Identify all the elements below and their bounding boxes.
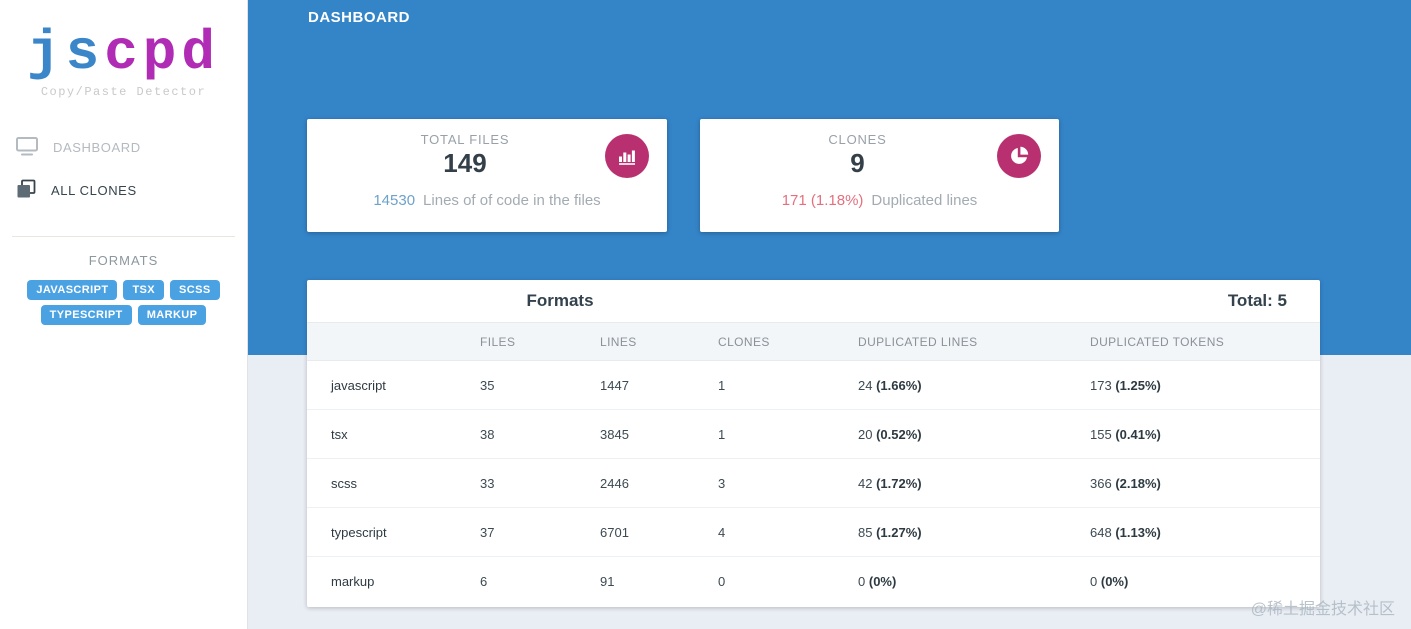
column-header-clones: CLONES <box>718 334 770 349</box>
duplicated-lines-cell: 42 (1.72%) <box>858 475 922 491</box>
lines-cell: 91 <box>600 574 615 589</box>
main-content: DASHBOARD TOTAL FILES 149 14530 Lines of … <box>248 0 1411 629</box>
format-name: typescript <box>331 524 387 540</box>
files-cell: 37 <box>480 524 495 540</box>
table-row-javascript: javascript 35 1447 1 24 (1.66%) 173 (1.2… <box>307 361 1320 410</box>
duplicated-tokens-cell: 173 (1.25%) <box>1090 377 1161 393</box>
monitor-icon <box>16 136 38 159</box>
sidebar-item-dashboard[interactable]: DASHBOARD <box>0 127 247 169</box>
sidebar-item-label: ALL CLONES <box>51 182 137 198</box>
lines-cell: 6701 <box>600 524 629 540</box>
table-column-headers: FILES LINES CLONES DUPLICATED LINES DUPL… <box>307 322 1320 361</box>
table-row-tsx: tsx 38 3845 1 20 (0.52%) 155 (0.41%) <box>307 410 1320 459</box>
clones-cell: 0 <box>718 574 726 589</box>
column-header-duplicated-tokens: DUPLICATED TOKENS <box>1090 334 1225 349</box>
footer-text: Lines of of code in the files <box>423 192 601 209</box>
total-lines-value: 14530 <box>373 192 416 209</box>
format-badges: JAVASCRIPT TSX SCSS TYPESCRIPT MARKUP <box>0 279 247 325</box>
column-header-files: FILES <box>480 334 516 349</box>
logo-text-blue: js <box>26 21 105 85</box>
duplicated-lines-cell: 0 (0%) <box>858 574 897 589</box>
logo-text-magenta: cpd <box>104 21 221 85</box>
sidebar-nav: DASHBOARD ALL CLONES <box>0 127 247 212</box>
format-name: javascript <box>331 377 386 393</box>
bar-chart-icon <box>605 133 649 178</box>
duplicated-lines-cell: 85 (1.27%) <box>858 524 922 540</box>
duplicated-lines-cell: 24 (1.66%) <box>858 377 922 393</box>
page-title: DASHBOARD <box>308 9 410 26</box>
files-cell: 38 <box>480 426 495 442</box>
sidebar-item-label: DASHBOARD <box>53 140 141 156</box>
lines-cell: 2446 <box>600 475 629 491</box>
stat-title: TOTAL FILES <box>420 132 510 147</box>
badge-markup[interactable]: MARKUP <box>137 304 207 325</box>
table-title: Formats <box>526 291 594 310</box>
duplicated-lines-value: 171 (1.18%) <box>781 192 864 209</box>
table-total: Total: 5 <box>1227 291 1287 310</box>
duplicated-tokens-cell: 648 (1.13%) <box>1090 524 1161 540</box>
stat-value: 149 <box>443 148 487 178</box>
duplicated-lines-cell: 20 (0.52%) <box>858 426 922 442</box>
badge-javascript[interactable]: JAVASCRIPT <box>27 279 118 300</box>
format-name: tsx <box>331 426 348 442</box>
table-header: Formats Total: 5 <box>307 280 1320 322</box>
badge-scss[interactable]: SCSS <box>170 279 220 300</box>
badge-tsx[interactable]: TSX <box>123 279 165 300</box>
stat-value: 9 <box>850 148 865 178</box>
sidebar: jscpd Copy/Paste Detector DASHBOARD ALL … <box>0 0 248 629</box>
pie-chart-icon <box>997 133 1041 178</box>
badge-typescript[interactable]: TYPESCRIPT <box>40 304 132 325</box>
clones-cell: 1 <box>718 426 726 442</box>
sidebar-item-all-clones[interactable]: ALL CLONES <box>0 169 247 212</box>
format-name: markup <box>331 574 375 589</box>
duplicated-tokens-cell: 366 (2.18%) <box>1090 475 1161 491</box>
format-name: scss <box>331 475 357 491</box>
total-files-card: TOTAL FILES 149 14530 Lines of of code in… <box>307 119 667 232</box>
lines-cell: 3845 <box>600 426 629 442</box>
footer-text: Duplicated lines <box>871 192 978 209</box>
duplicated-tokens-cell: 0 (0%) <box>1090 574 1129 589</box>
logo-subtitle: Copy/Paste Detector <box>40 84 207 99</box>
column-header-lines: LINES <box>600 334 637 349</box>
clones-card: CLONES 9 171 (1.18%) Duplicated lines <box>700 119 1059 232</box>
formats-heading: FORMATS <box>88 252 159 268</box>
sidebar-divider <box>12 235 235 237</box>
table-row-typescript: typescript 37 6701 4 85 (1.27%) 648 (1.1… <box>307 508 1320 557</box>
table-row-scss: scss 33 2446 3 42 (1.72%) 366 (2.18%) <box>307 459 1320 508</box>
lines-cell: 1447 <box>600 377 629 393</box>
files-cell: 6 <box>480 574 488 589</box>
jscpd-logo[interactable]: jscpd <box>0 24 247 83</box>
clones-cell: 4 <box>718 524 726 540</box>
table-row-markup: markup 6 91 0 0 (0%) 0 (0%) <box>307 557 1320 606</box>
duplicated-tokens-cell: 155 (0.41%) <box>1090 426 1161 442</box>
files-cell: 35 <box>480 377 495 393</box>
watermark: @稀土掘金技术社区 <box>1250 601 1395 618</box>
files-cell: 33 <box>480 475 495 491</box>
formats-table-card: Formats Total: 5 FILES LINES CLONES DUPL… <box>307 280 1320 607</box>
clones-cell: 3 <box>718 475 726 491</box>
clone-icon <box>16 179 36 202</box>
clones-cell: 1 <box>718 377 726 393</box>
column-header-duplicated-lines: DUPLICATED LINES <box>858 334 978 349</box>
stat-title: CLONES <box>828 132 887 147</box>
